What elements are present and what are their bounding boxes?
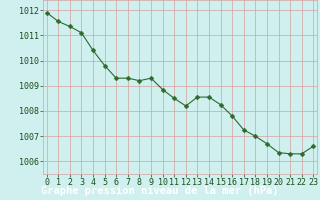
Text: Graphe pression niveau de la mer (hPa): Graphe pression niveau de la mer (hPa) — [41, 186, 279, 196]
